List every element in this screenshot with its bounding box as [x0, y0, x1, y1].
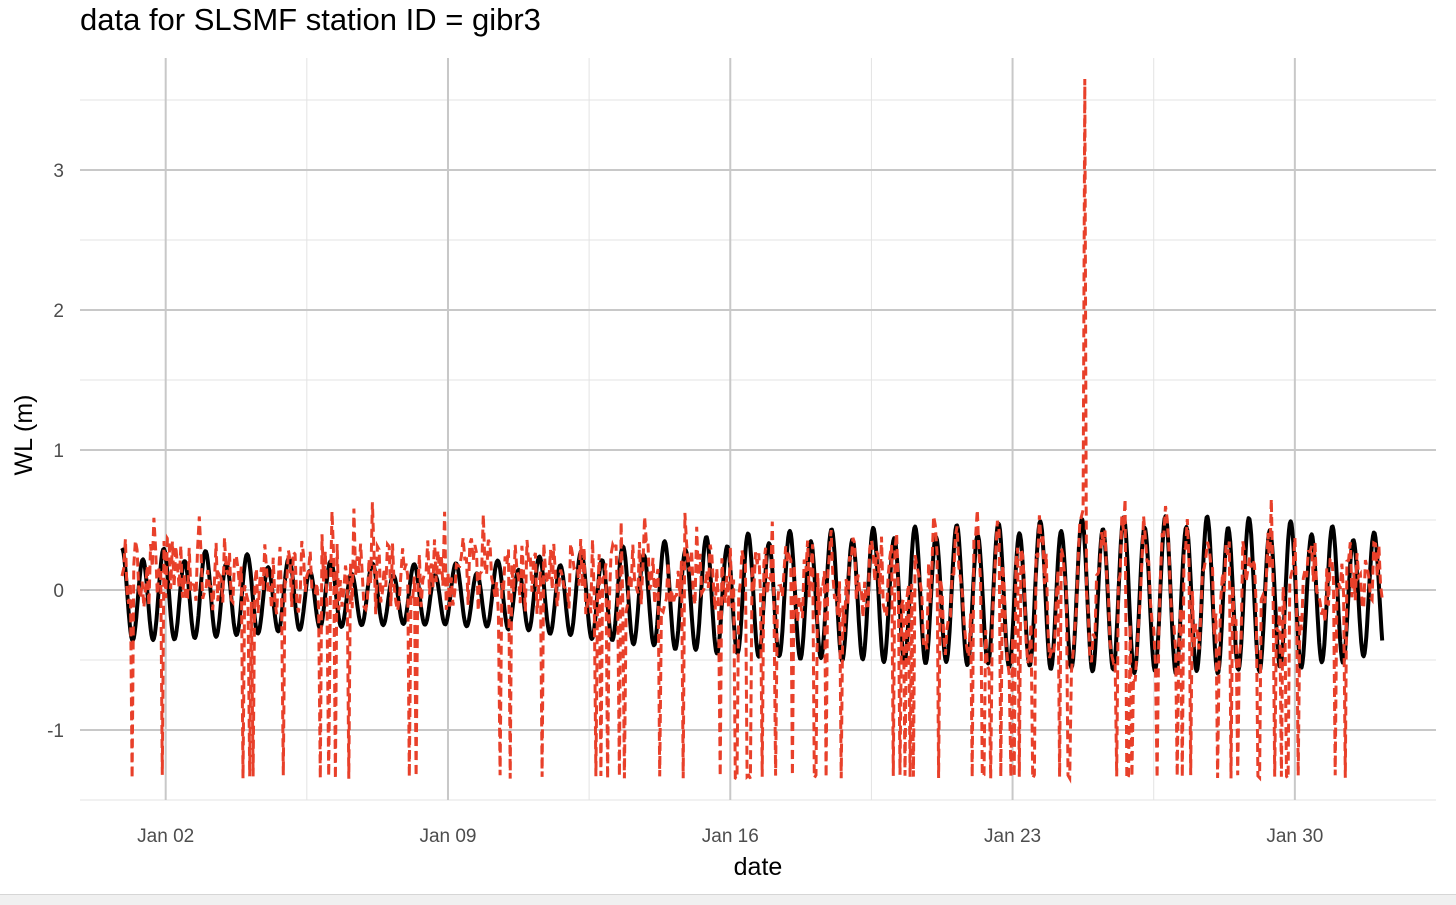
x-tick-label: Jan 16: [702, 826, 759, 847]
y-axis-title: WL (m): [10, 395, 38, 476]
y-tick-label: 0: [53, 581, 64, 602]
x-axis-title: date: [734, 853, 783, 881]
y-tick-label: 1: [53, 441, 64, 462]
x-tick-label: Jan 30: [1266, 826, 1323, 847]
chart-title: data for SLSMF station ID = gibr3: [80, 2, 541, 37]
window-bottom-strip: [0, 894, 1456, 905]
x-tick-label: Jan 23: [984, 826, 1041, 847]
series-red-line: [120, 78, 1384, 784]
grid-minor: [80, 58, 1436, 801]
y-tick-label: 2: [53, 301, 64, 322]
series-red: [120, 78, 1384, 784]
x-tick-label: Jan 09: [419, 826, 476, 847]
y-tick-label: 3: [53, 161, 64, 182]
y-tick-labels: -1 0 1 2 3: [47, 161, 64, 742]
x-tick-labels: Jan 02 Jan 09 Jan 16 Jan 23 Jan 30: [137, 826, 1323, 847]
y-tick-label: -1: [47, 721, 64, 742]
x-tick-label: Jan 02: [137, 826, 194, 847]
